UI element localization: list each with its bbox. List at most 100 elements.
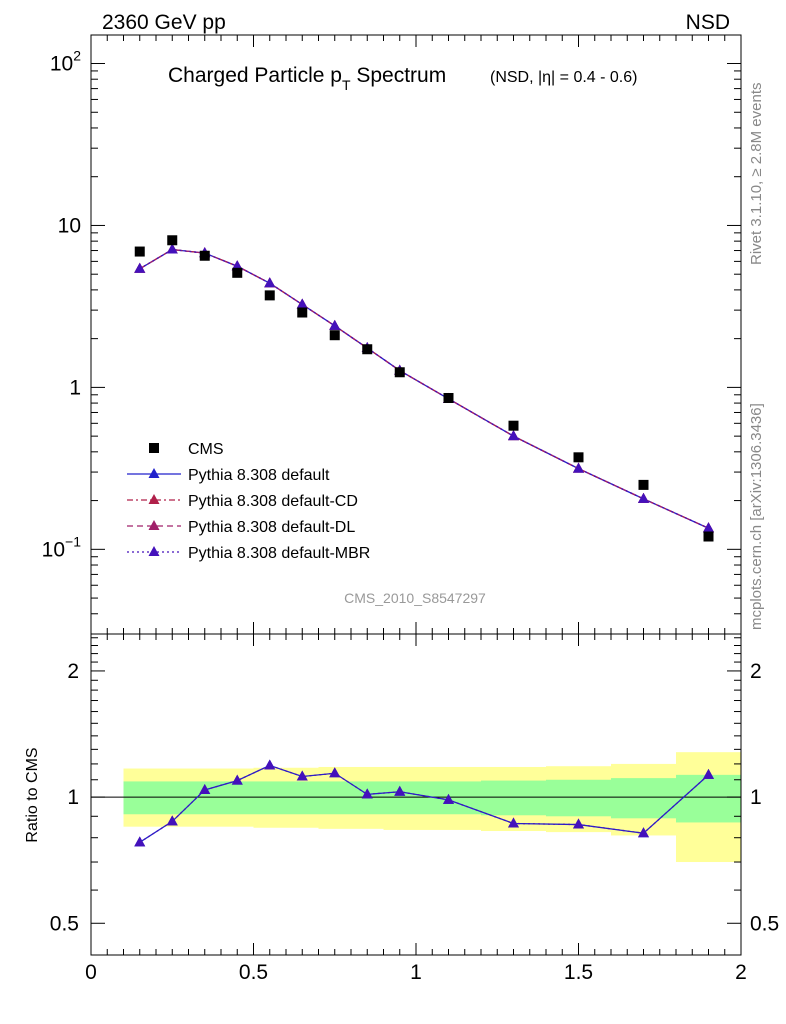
cms-data-point: [443, 392, 454, 403]
cms-data-point: [573, 452, 584, 463]
ratio-inner-band: [318, 781, 351, 815]
cms-data-point: [232, 267, 243, 278]
main-y-tick-label: 1: [69, 376, 81, 399]
legend-item: Pythia 8.308 default: [127, 467, 330, 484]
ratio-inner-band: [286, 781, 319, 815]
chart-title: Charged Particle pT Spectrum: [168, 64, 446, 93]
main-series-line: [139, 248, 709, 529]
main-series-line: [139, 248, 709, 529]
ratio-inner-band: [611, 778, 676, 819]
chart-title-tail: Spectrum: [351, 64, 447, 87]
main-y-tick-label: 102: [50, 48, 81, 76]
mcplots-reference-label: mcplots.cern.ch [arXiv:1306.3436]: [748, 403, 765, 630]
ratio-series-marker: [638, 827, 649, 838]
x-tick-label: 2: [735, 961, 747, 984]
legend-triangle-marker: [148, 494, 160, 504]
main-series-marker: [134, 262, 146, 273]
main-series-marker: [638, 492, 649, 503]
ratio-y-tick-label-right: 0.5: [750, 912, 779, 935]
main-y-tick-label: 10−1: [42, 533, 82, 561]
ratio-plot-panel: 0.5 0.5 1 1 2 2 Ratio to CMS: [24, 633, 779, 956]
legend-square-marker: [149, 443, 159, 453]
main-series-marker: [166, 243, 178, 254]
ratio-series-marker: [166, 815, 178, 826]
ratio-series-marker: [394, 785, 406, 796]
ratio-series-marker: [573, 818, 584, 829]
x-tick-label: 1.5: [564, 961, 593, 984]
legend-label: Pythia 8.308 default-DL: [188, 519, 355, 536]
ratio-series-marker: [329, 767, 341, 778]
main-series-line: [139, 248, 709, 529]
cms-data-point: [297, 307, 308, 318]
ratio-inner-band: [221, 781, 254, 815]
ratio-y-axis-label: Ratio to CMS: [24, 747, 41, 842]
rivet-version-label: Rivet 3.1.10, ≥ 2.8M events: [748, 83, 765, 266]
cms-data-point: [394, 367, 405, 378]
ratio-plot-frame: [90, 633, 742, 956]
legend-item: Pythia 8.308 default-MBR: [127, 545, 370, 562]
main-series-marker: [296, 298, 308, 309]
legend: CMS Pythia 8.308 default Pythia 8.308 defa…: [127, 441, 370, 562]
legend-triangle-marker: [148, 546, 160, 556]
cms-data-point: [167, 235, 178, 246]
cms-data-point: [199, 250, 210, 261]
ratio-series-marker: [361, 788, 373, 799]
ratio-inner-band: [676, 774, 741, 823]
main-series-marker: [329, 319, 341, 330]
ratio-y-tick-label-right: 2: [750, 660, 762, 683]
ratio-inner-band: [481, 780, 546, 816]
cms-data-point: [508, 420, 519, 431]
legend-label: Pythia 8.308 default-MBR: [188, 545, 370, 562]
ratio-inner-band: [156, 781, 189, 815]
cms-data-point: [329, 330, 340, 341]
ratio-series-marker: [231, 774, 243, 785]
main-y-tick-label: 10: [58, 214, 81, 237]
ratio-series-marker: [264, 759, 276, 770]
x-tick-label: 0: [85, 961, 97, 984]
cms-data-point: [134, 246, 145, 257]
chart-title-main: Charged Particle p: [168, 64, 342, 87]
header-right-label: NSD: [686, 11, 730, 34]
ratio-y-tick-label-left: 2: [67, 660, 79, 683]
legend-label: CMS: [188, 441, 224, 458]
main-series-marker: [264, 277, 276, 288]
legend-label: Pythia 8.308 default-CD: [188, 493, 358, 510]
legend-triangle-marker: [148, 468, 160, 478]
main-series-marker: [508, 430, 519, 441]
ratio-y-tick-label-left: 0.5: [50, 912, 79, 935]
main-series-marker: [703, 522, 714, 533]
x-axis-tick-labels: 0 0.5 1 1.5 2: [85, 961, 747, 984]
ratio-series-marker: [296, 770, 308, 781]
ratio-y-tick-label-left: 1: [67, 786, 79, 809]
cms-data-point: [703, 531, 714, 542]
header-left-label: 2360 GeV pp: [102, 11, 226, 34]
chart-title-subscript: T: [342, 77, 351, 93]
ratio-series-marker: [508, 817, 519, 828]
chart-title-extra: (NSD, |η| = 0.4 - 0.6): [490, 69, 637, 86]
ratio-series-marker: [703, 768, 714, 779]
legend-triangle-marker: [148, 520, 160, 530]
ratio-y-tick-label-right: 1: [750, 786, 762, 809]
legend-label: Pythia 8.308 default: [188, 467, 330, 484]
main-series-marker: [231, 260, 243, 271]
ratio-series-marker: [443, 793, 454, 804]
analysis-tag: CMS_2010_S8547297: [344, 590, 486, 606]
main-series-marker: [573, 462, 584, 473]
ratio-series-marker: [134, 836, 146, 847]
ratio-inner-band: [253, 781, 286, 815]
main-series-line: [139, 248, 709, 529]
ratio-inner-band: [123, 781, 156, 815]
cms-data-point: [362, 344, 373, 355]
cms-data-point: [264, 290, 275, 301]
x-tick-label: 1: [410, 961, 422, 984]
x-tick-label: 0.5: [239, 961, 268, 984]
legend-item: Pythia 8.308 default-DL: [127, 519, 355, 536]
legend-item: CMS: [149, 441, 224, 458]
cms-data-point: [638, 479, 649, 490]
ratio-series-line: [139, 764, 709, 843]
ratio-inner-band: [546, 779, 611, 817]
legend-item: Pythia 8.308 default-CD: [127, 493, 358, 510]
ratio-series-marker: [199, 783, 211, 794]
